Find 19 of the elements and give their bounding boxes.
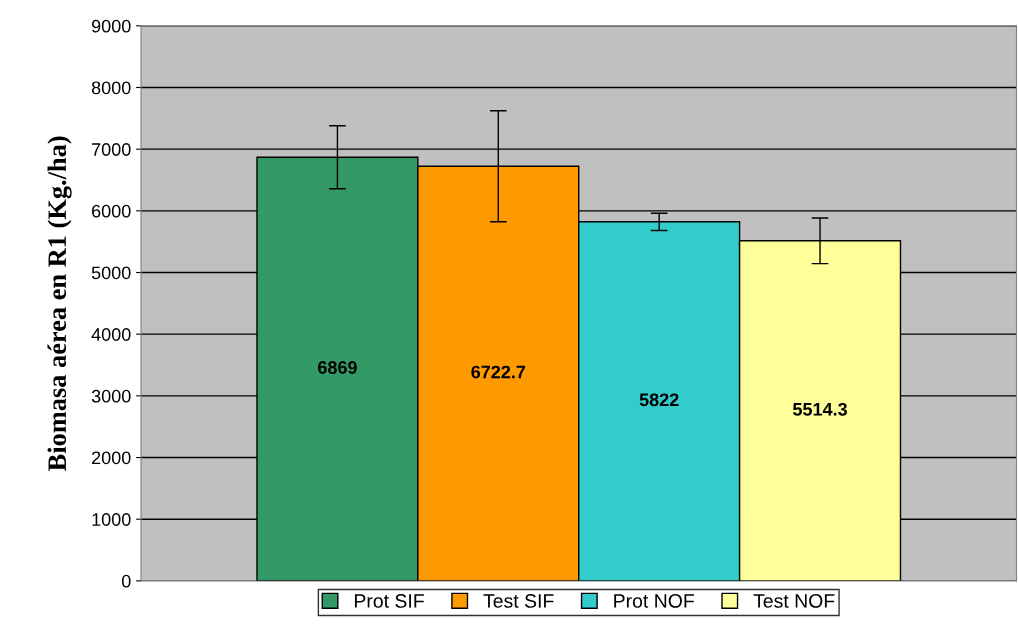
y-tick-label: 5000 [91,266,131,280]
data-label: 6869 [318,361,357,374]
y-axis-title: Biomasa aérea en R1 (Kg./ha) [47,136,72,471]
y-tick-label: 7000 [92,143,131,156]
data-label: 6722.7 [471,365,526,379]
y-tick-label: 6000 [92,204,131,218]
y-tick-label: 0 [121,574,131,588]
y-tick-label: 3000 [91,389,131,403]
y-tick-label: 9000 [91,19,131,33]
legend-label: Test NOF [753,594,835,608]
data-label: 5822 [639,393,679,407]
y-tick-label: 8000 [91,81,131,95]
y-tick-label: 4000 [91,328,131,341]
legend-label: Prot SIF [354,594,424,608]
y-tick-label: 2000 [92,451,131,465]
legend-label: Prot NOF [614,594,694,608]
y-tick-label: 1000 [92,513,131,526]
data-label: 5514.3 [792,402,847,416]
legend-label: Test SIF [483,594,554,608]
